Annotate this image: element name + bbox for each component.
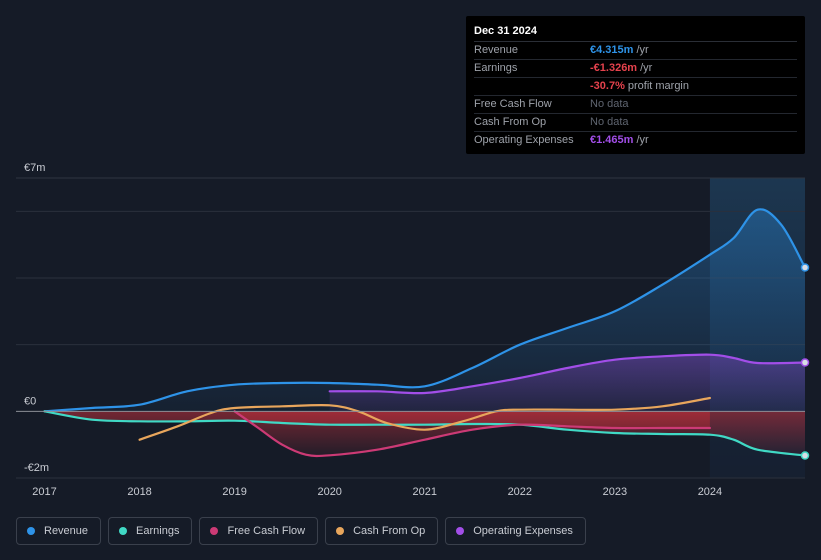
legend: Revenue Earnings Free Cash Flow Cash From O… <box>16 517 586 545</box>
x-tick-label: 2018 <box>127 486 151 498</box>
tooltip-value-number: No data <box>590 98 629 110</box>
x-tick-label: 2019 <box>222 486 246 498</box>
tooltip: Dec 31 2024 Revenue €4.315m/yr Earnings -€1… <box>466 16 805 154</box>
end-marker-operating-expenses <box>800 358 810 367</box>
tooltip-row: Earnings -€1.326m/yr <box>474 60 797 78</box>
tooltip-value: -30.7% profit margin <box>590 78 689 95</box>
x-tick-label: 2021 <box>413 486 437 498</box>
legend-item-free-cash-flow[interactable]: Free Cash Flow <box>199 517 319 545</box>
area-free-cash-flow <box>234 411 710 456</box>
tooltip-value: No data <box>590 96 629 113</box>
line-revenue <box>43 208 807 413</box>
legend-item-revenue[interactable]: Revenue <box>16 517 102 545</box>
x-tick-label: 2020 <box>317 486 341 498</box>
tooltip-row: -30.7% profit margin <box>474 78 797 96</box>
tooltip-unit: /yr <box>636 134 649 146</box>
legend-label: Revenue <box>44 525 89 537</box>
legend-label: Cash From Op <box>353 525 426 537</box>
legend-item-earnings[interactable]: Earnings <box>108 517 193 545</box>
legend-item-cash-from-op[interactable]: Cash From Op <box>325 517 439 545</box>
y-tick-label: €7m <box>24 162 45 174</box>
line-free-cash-flow <box>233 410 711 458</box>
legend-dot-icon <box>27 527 35 535</box>
legend-label: Earnings <box>136 525 180 537</box>
legend-dot-icon <box>210 527 219 535</box>
tooltip-value-number: -€1.326m <box>590 62 638 74</box>
tooltip-label: Free Cash Flow <box>474 98 552 110</box>
tooltip-unit: profit margin <box>627 80 689 92</box>
x-tick-label: 2022 <box>508 486 532 498</box>
x-tick-label: 2024 <box>698 486 722 498</box>
legend-dot-icon <box>456 527 465 535</box>
area-operating-expenses <box>329 354 805 412</box>
tooltip-label: Revenue <box>474 44 519 56</box>
legend-label: Free Cash Flow <box>227 525 306 537</box>
end-marker-revenue <box>800 263 810 272</box>
tooltip-label: Operating Expenses <box>474 134 574 146</box>
legend-item-operating-expenses[interactable]: Operating Expenses <box>445 517 586 545</box>
tooltip-row: Revenue €4.315m/yr <box>474 42 797 60</box>
tooltip-row: Free Cash Flow No data <box>474 96 797 114</box>
line-cash-from-op <box>138 396 711 441</box>
end-marker-earnings <box>800 451 810 460</box>
tooltip-value-number: €1.465m <box>590 134 634 146</box>
tooltip-value: €1.465m/yr <box>590 132 649 149</box>
tooltip-value-number: No data <box>590 116 629 128</box>
tooltip-label <box>474 78 590 95</box>
tooltip-date: Dec 31 2024 <box>474 23 797 42</box>
tooltip-row: Operating Expenses €1.465m/yr <box>474 132 797 149</box>
tooltip-label: Earnings <box>474 62 518 74</box>
tooltip-label: Cash From Op <box>474 116 547 128</box>
line-operating-expenses <box>328 353 807 395</box>
tooltip-unit: /yr <box>636 44 649 56</box>
legend-label: Operating Expenses <box>473 525 573 537</box>
x-tick-label: 2017 <box>32 486 56 498</box>
x-tick-label: 2023 <box>603 486 627 498</box>
tooltip-value-number: €4.315m <box>590 44 634 56</box>
legend-dot-icon <box>336 527 345 535</box>
tooltip-value: -€1.326m/yr <box>590 60 652 77</box>
tooltip-unit: /yr <box>640 62 653 74</box>
tooltip-row: Cash From Op No data <box>474 114 797 132</box>
legend-dot-icon <box>119 527 128 535</box>
tooltip-value: No data <box>590 114 629 131</box>
y-tick-label: -€2m <box>24 462 49 474</box>
tooltip-value: €4.315m/yr <box>590 42 649 59</box>
y-tick-label: €0 <box>24 395 36 407</box>
tooltip-value-number: -30.7% <box>590 80 625 92</box>
